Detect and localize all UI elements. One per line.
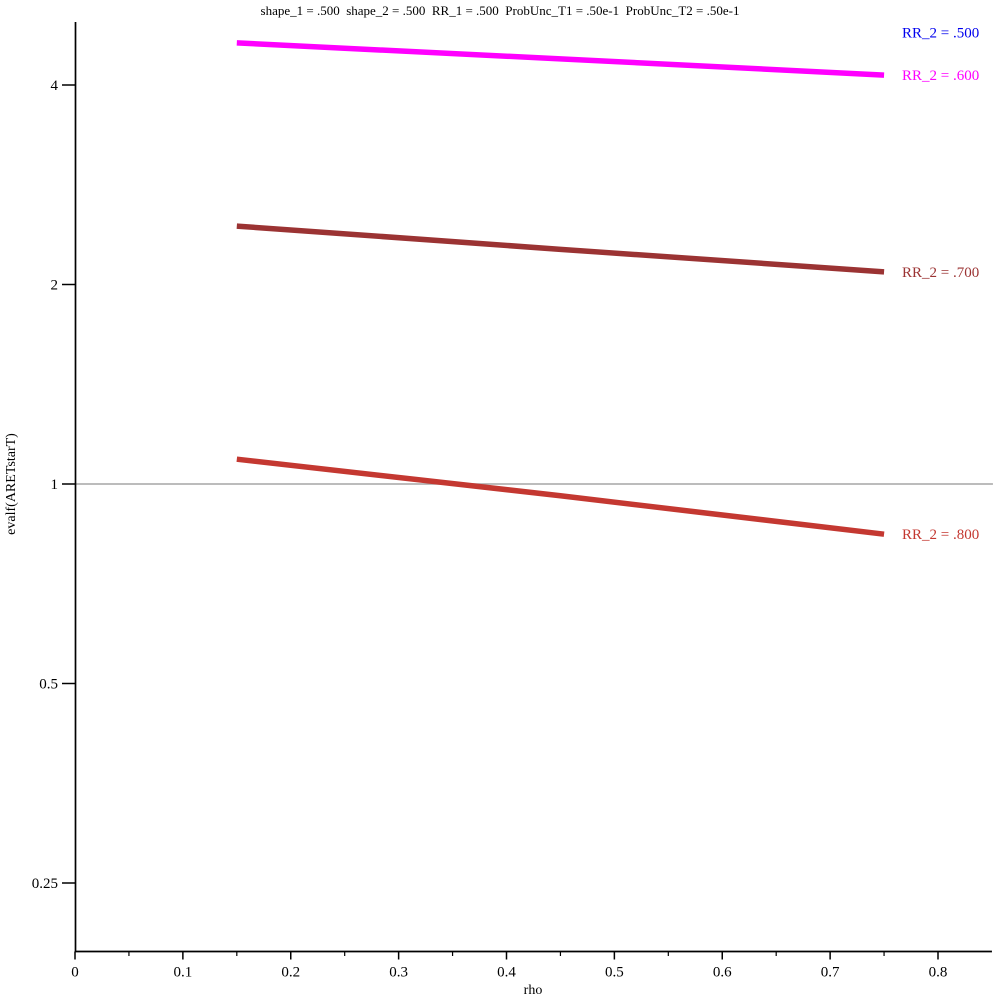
y-tick-label: 0.5: [39, 677, 58, 693]
x-tick-label: 0.2: [281, 965, 300, 981]
chart-title: shape_1 = .500 shape_2 = .500 RR_1 = .50…: [260, 3, 740, 18]
x-tick-label: 0.3: [389, 965, 408, 981]
x-axis-label: rho: [523, 983, 543, 998]
y-tick-label: 1: [51, 477, 59, 493]
x-tick-label: 0.1: [174, 965, 193, 981]
x-tick-label: 0: [71, 965, 79, 981]
series-line: [236, 223, 885, 275]
series-label: RR_2 = .600: [902, 68, 979, 84]
series-label: RR_2 = .700: [902, 265, 979, 281]
y-axis-label: evalf(ARETstarT): [4, 433, 19, 535]
x-tick-label: 0.7: [821, 965, 840, 981]
series-label: RR_2 = .800: [902, 527, 979, 543]
series-line: [236, 40, 885, 78]
x-tick-label: 0.4: [497, 965, 516, 981]
series-label: RR_2 = .500: [902, 26, 979, 42]
x-tick-label: 0.5: [605, 965, 624, 981]
y-tick-label: 0.25: [32, 876, 58, 892]
x-tick-label: 0.8: [929, 965, 948, 981]
x-tick-label: 0.6: [713, 965, 732, 981]
y-tick-label: 2: [51, 278, 59, 294]
series-line: [236, 456, 885, 537]
y-tick-label: 4: [51, 78, 59, 94]
